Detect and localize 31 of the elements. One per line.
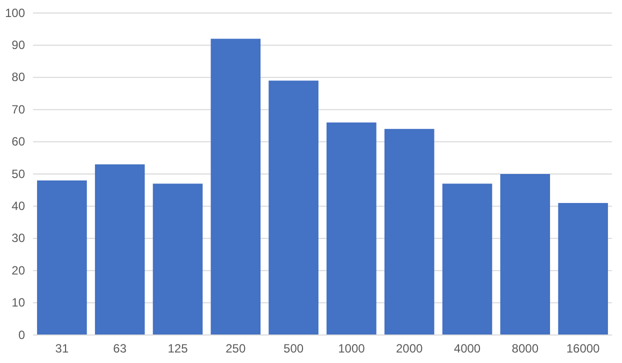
bar <box>37 180 87 335</box>
y-tick-label: 80 <box>12 70 26 84</box>
x-tick-label: 125 <box>168 342 188 356</box>
x-tick-label: 1000 <box>338 342 366 356</box>
y-tick-label: 0 <box>18 328 26 342</box>
bar <box>384 128 434 335</box>
bar <box>558 202 608 335</box>
x-tick-label: 8000 <box>512 342 539 356</box>
bar <box>326 122 376 335</box>
bar <box>210 38 261 335</box>
x-tick-label: 63 <box>113 342 127 356</box>
y-tick-label: 20 <box>12 263 26 278</box>
x-tick-label: 31 <box>55 342 69 356</box>
y-tick-label: 40 <box>12 199 26 214</box>
bar <box>152 184 203 335</box>
bar <box>442 184 492 335</box>
y-tick-label: 10 <box>12 296 26 310</box>
y-tick-label: 30 <box>12 231 26 246</box>
x-tick-label: 250 <box>226 342 246 356</box>
x-tick-label: 4000 <box>454 342 481 356</box>
bar <box>268 80 318 335</box>
y-tick-label: 90 <box>12 38 26 52</box>
x-tick-label: 16000 <box>566 342 600 356</box>
y-tick-label: 60 <box>12 134 26 149</box>
bar <box>94 164 145 335</box>
y-tick-label: 70 <box>12 102 26 116</box>
y-tick-label: 100 <box>4 6 26 20</box>
bar <box>500 174 550 335</box>
x-tick-label: 500 <box>284 342 304 356</box>
x-tick-label: 2000 <box>396 342 424 356</box>
y-tick-label: 50 <box>12 166 26 181</box>
